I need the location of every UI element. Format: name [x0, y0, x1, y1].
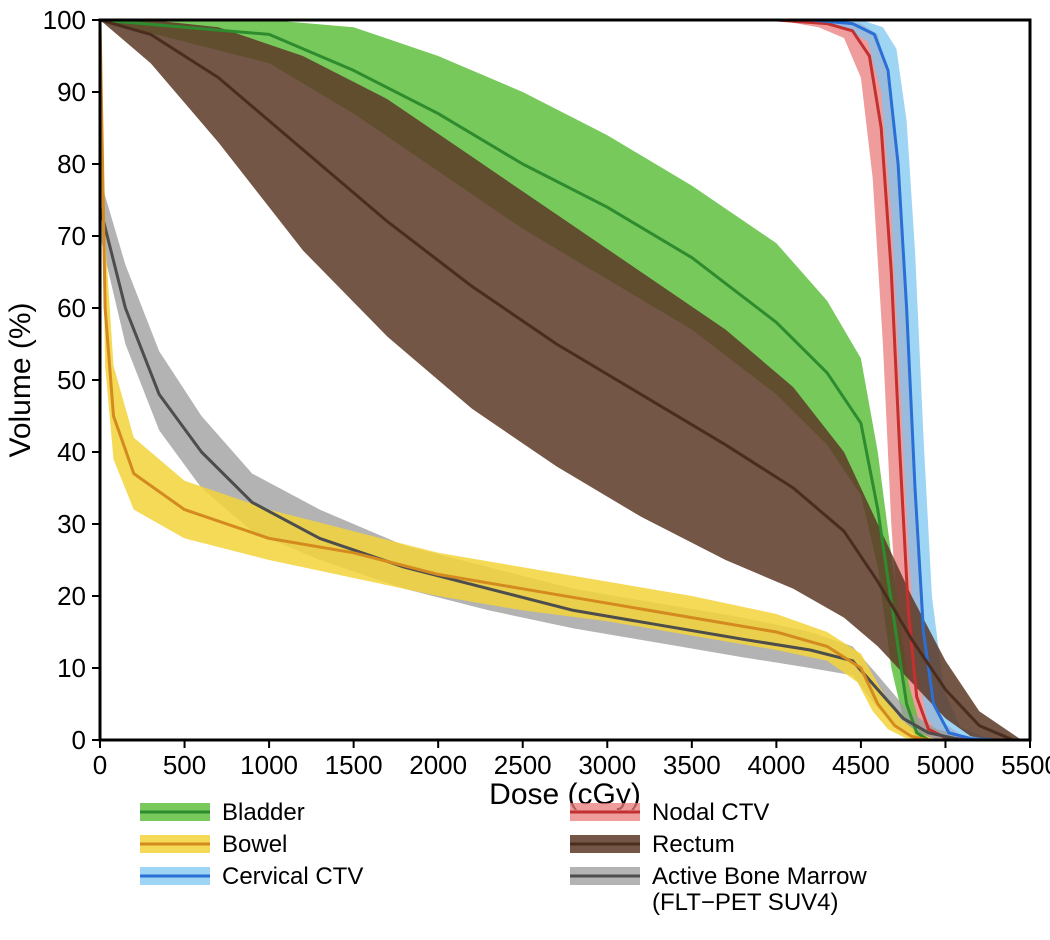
y-tick-label: 10 [57, 653, 86, 683]
y-tick-label: 80 [57, 149, 86, 179]
y-tick-label: 30 [57, 509, 86, 539]
y-tick-label: 90 [57, 77, 86, 107]
x-tick-label: 5000 [917, 750, 975, 780]
y-axis-label: Volume (%) [4, 302, 37, 457]
y-tick-label: 70 [57, 221, 86, 251]
x-tick-label: 3000 [578, 750, 636, 780]
y-tick-label: 0 [72, 725, 86, 755]
y-tick-label: 50 [57, 365, 86, 395]
legend-label-line2: (FLT−PET SUV4) [652, 889, 839, 916]
legend-label: Bladder [222, 799, 305, 826]
x-tick-label: 4000 [747, 750, 805, 780]
dvh-chart: 0500100015002000250030003500400045005000… [0, 0, 1050, 940]
x-tick-label: 500 [163, 750, 206, 780]
legend-label: Bowel [222, 831, 287, 858]
x-tick-label: 2500 [494, 750, 552, 780]
x-tick-label: 2000 [409, 750, 467, 780]
plot-area [100, 20, 1022, 740]
legend-label: Nodal CTV [652, 799, 769, 826]
x-tick-label: 3500 [663, 750, 721, 780]
y-tick-label: 60 [57, 293, 86, 323]
chart-svg: 0500100015002000250030003500400045005000… [0, 0, 1050, 940]
x-tick-label: 4500 [832, 750, 890, 780]
x-tick-label: 5500 [1001, 750, 1050, 780]
y-tick-label: 20 [57, 581, 86, 611]
y-tick-label: 100 [43, 5, 86, 35]
legend-label: Rectum [652, 831, 735, 858]
legend-label: Cervical CTV [222, 863, 363, 890]
y-tick-label: 40 [57, 437, 86, 467]
x-tick-label: 1500 [325, 750, 383, 780]
legend-label: Active Bone Marrow [652, 863, 867, 890]
x-tick-label: 0 [93, 750, 107, 780]
x-tick-label: 1000 [240, 750, 298, 780]
